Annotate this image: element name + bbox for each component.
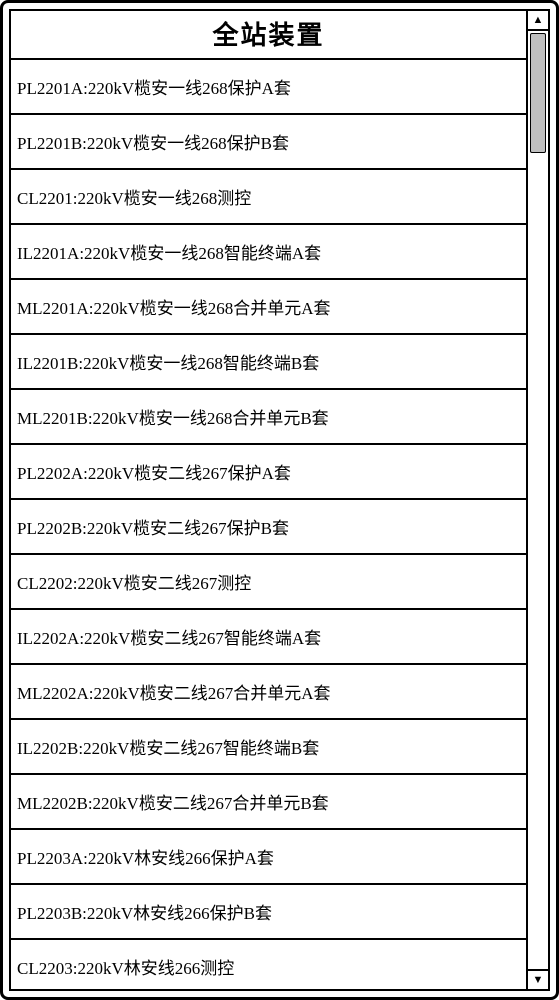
list-item[interactable]: PL2201B:220kV榄安一线268保护B套 — [11, 115, 526, 170]
list-item[interactable]: CL2201:220kV榄安一线268测控 — [11, 170, 526, 225]
scrollbar-thumb[interactable] — [530, 33, 546, 153]
device-list: PL2201A:220kV榄安一线268保护A套 PL2201B:220kV榄安… — [11, 60, 526, 989]
outer-frame: 全站装置 PL2201A:220kV榄安一线268保护A套 PL2201B:22… — [0, 0, 559, 1000]
list-item[interactable]: ML2201B:220kV榄安一线268合并单元B套 — [11, 390, 526, 445]
chevron-down-icon: ▼ — [533, 974, 544, 986]
chevron-up-icon: ▲ — [533, 14, 544, 26]
content-wrap: 全站装置 PL2201A:220kV榄安一线268保护A套 PL2201B:22… — [11, 11, 548, 989]
list-item[interactable]: PL2202A:220kV榄安二线267保护A套 — [11, 445, 526, 500]
list-item[interactable]: ML2201A:220kV榄安一线268合并单元A套 — [11, 280, 526, 335]
list-item[interactable]: ML2202B:220kV榄安二线267合并单元B套 — [11, 775, 526, 830]
scroll-down-button[interactable]: ▼ — [528, 969, 548, 989]
list-item[interactable]: CL2202:220kV榄安二线267测控 — [11, 555, 526, 610]
list-item[interactable]: PL2203A:220kV林安线266保护A套 — [11, 830, 526, 885]
scrollbar[interactable]: ▲ ▼ — [526, 11, 548, 989]
inner-frame: 全站装置 PL2201A:220kV榄安一线268保护A套 PL2201B:22… — [9, 9, 550, 991]
list-item[interactable]: PL2203B:220kV林安线266保护B套 — [11, 885, 526, 940]
list-item[interactable]: PL2202B:220kV榄安二线267保护B套 — [11, 500, 526, 555]
scrollbar-track[interactable] — [528, 31, 548, 969]
list-item[interactable]: PL2201A:220kV榄安一线268保护A套 — [11, 60, 526, 115]
list-item[interactable]: ML2202A:220kV榄安二线267合并单元A套 — [11, 665, 526, 720]
main-column: 全站装置 PL2201A:220kV榄安一线268保护A套 PL2201B:22… — [11, 11, 526, 989]
list-item[interactable]: IL2202A:220kV榄安二线267智能终端A套 — [11, 610, 526, 665]
list-item[interactable]: IL2201A:220kV榄安一线268智能终端A套 — [11, 225, 526, 280]
list-item[interactable]: IL2201B:220kV榄安一线268智能终端B套 — [11, 335, 526, 390]
scroll-up-button[interactable]: ▲ — [528, 11, 548, 31]
panel-title: 全站装置 — [11, 11, 526, 60]
list-item[interactable]: IL2202B:220kV榄安二线267智能终端B套 — [11, 720, 526, 775]
list-item[interactable]: CL2203:220kV林安线266测控 — [11, 940, 526, 989]
